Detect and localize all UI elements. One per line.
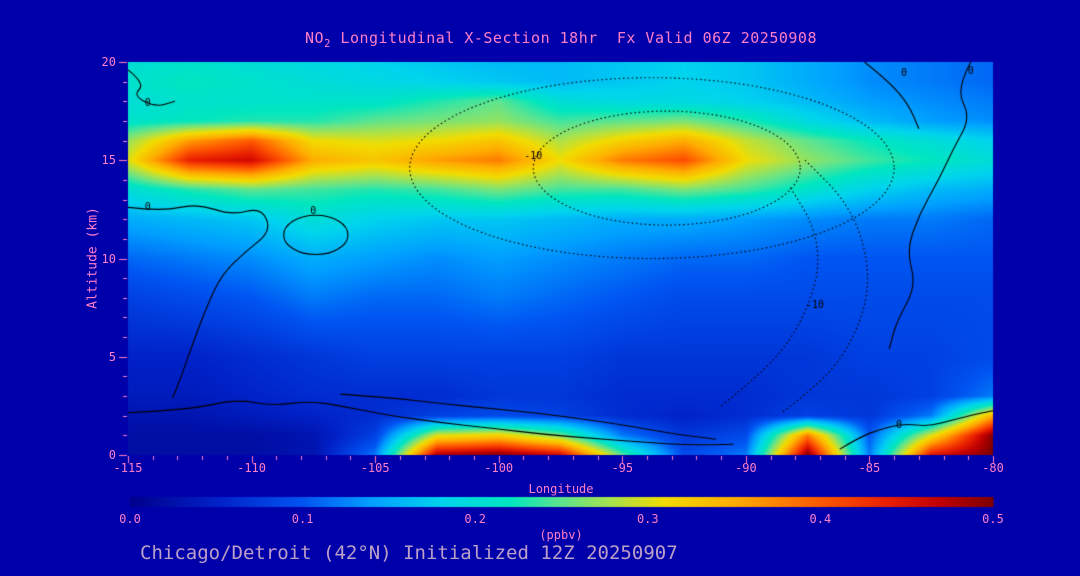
no2-xsection-plot-page: NO2 Longitudinal X-Section 18hr Fx Valid… bbox=[0, 0, 1080, 576]
no2-xsection-plot-canvas bbox=[0, 0, 1080, 576]
